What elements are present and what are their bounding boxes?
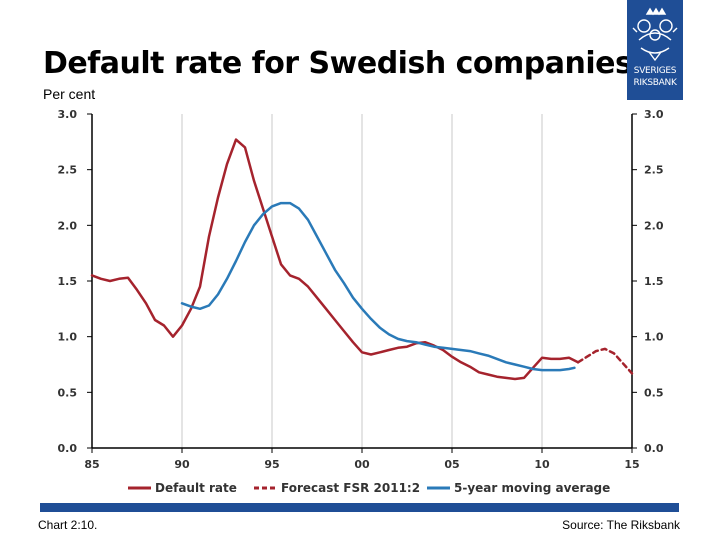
legend-label-1: Forecast FSR 2011:2 xyxy=(281,481,420,495)
series-lines xyxy=(90,138,634,381)
grid-lines xyxy=(181,114,543,448)
legend: Default rate Forecast FSR 2011:2 5-year mo… xyxy=(128,481,610,495)
y-tick-label-left: 2.5 xyxy=(58,164,78,177)
y-tick-label-left: 2.0 xyxy=(58,219,78,232)
y-tick-label-left: 3.0 xyxy=(58,108,78,121)
tick-labels: 85 90 95 00 05 10 15 0.0 0.0 0.5 0.5 1.0 1.0 1.5 1.5 2.… xyxy=(58,108,664,471)
legend-label-0: Default rate xyxy=(155,481,237,495)
x-tick-label: 00 xyxy=(354,458,370,471)
y-tick-label-right: 0.5 xyxy=(644,386,664,399)
y-tick-label-right: 2.0 xyxy=(644,219,664,232)
y-tick-label-right: 2.5 xyxy=(644,164,664,177)
chart-axes xyxy=(87,113,637,453)
series-line-2 xyxy=(180,201,576,372)
legend-label-2: 5-year moving average xyxy=(454,481,610,495)
source-note: Source: The Riksbank xyxy=(562,518,680,532)
chart-unit-label: Per cent xyxy=(43,86,96,102)
logo-line-2: RIKSBANK xyxy=(633,78,677,88)
footer-bar xyxy=(40,503,679,512)
y-tick-label-left: 0.0 xyxy=(58,442,78,455)
logo-line-1: SVERIGES xyxy=(633,66,677,76)
x-tick-label: 10 xyxy=(534,458,550,471)
series-line-0 xyxy=(90,138,580,381)
y-tick-label-right: 0.0 xyxy=(644,442,664,455)
y-tick-label-right: 1.0 xyxy=(644,331,664,344)
x-tick-label: 15 xyxy=(624,458,639,471)
y-tick-label-right: 1.5 xyxy=(644,275,664,288)
x-tick-label: 90 xyxy=(174,458,190,471)
y-tick-label-left: 1.5 xyxy=(58,275,78,288)
y-tick-label-right: 3.0 xyxy=(644,108,664,121)
crown-emblem-icon xyxy=(632,7,678,62)
x-tick-label: 95 xyxy=(264,458,279,471)
x-tick-label: 05 xyxy=(444,458,459,471)
chart-number: Chart 2:10. xyxy=(38,518,98,532)
riksbank-logo: SVERIGES RIKSBANK xyxy=(627,0,683,100)
page-title: Default rate for Swedish companies xyxy=(43,46,633,81)
x-tick-label: 85 xyxy=(84,458,99,471)
y-tick-label-left: 0.5 xyxy=(58,386,78,399)
y-tick-label-left: 1.0 xyxy=(58,331,78,344)
series-line-1 xyxy=(576,347,634,375)
